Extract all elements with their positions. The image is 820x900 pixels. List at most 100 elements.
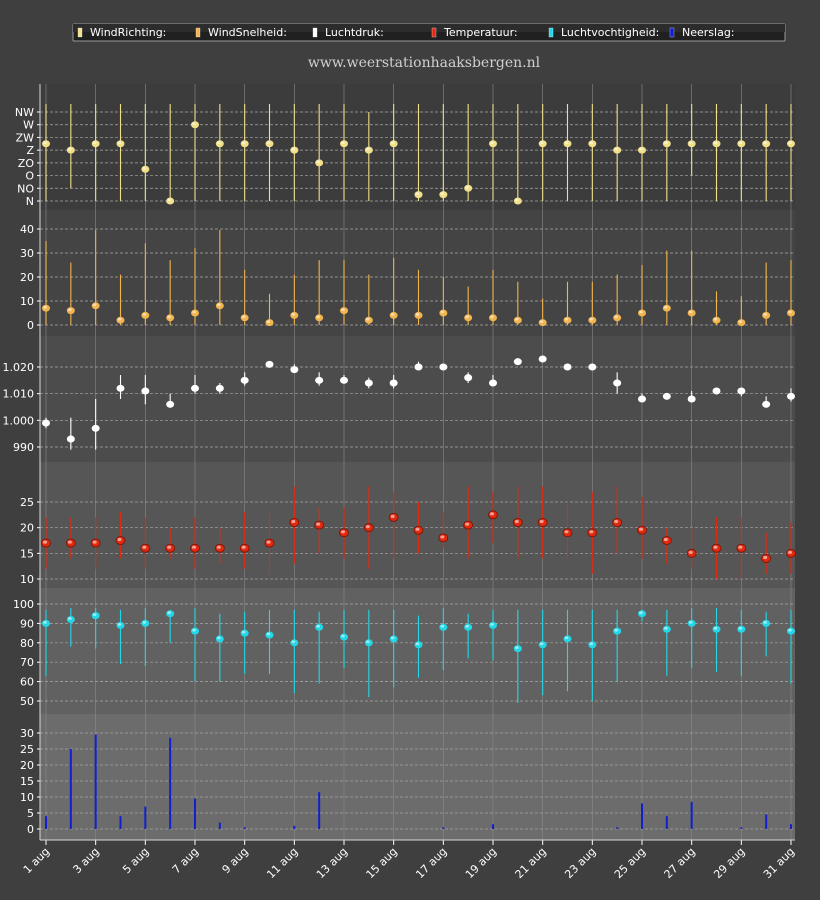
point-highlight [589,317,594,321]
point-highlight [241,141,246,145]
rain-bar [765,814,768,829]
point-highlight [366,640,370,644]
point-highlight [43,420,47,424]
legend-label: Temperatuur: [443,26,518,39]
point-highlight [191,545,197,549]
y-tick-label: 100 [13,598,34,611]
point-highlight [68,617,72,620]
y-tick-label: 30 [20,247,34,260]
point-highlight [415,192,420,196]
point-highlight [142,545,147,549]
rain-bar [119,816,122,829]
point-highlight [67,540,72,544]
point-highlight [316,160,320,164]
point-highlight [465,315,469,319]
point-highlight [192,310,196,314]
point-highlight [663,537,668,542]
point-highlight [266,141,271,145]
point-highlight [68,436,72,440]
point-highlight [216,545,221,549]
y-tick-label: 25 [20,743,34,756]
point-highlight [490,380,494,384]
point-highlight [167,611,171,615]
point-highlight [738,545,743,549]
point-highlight [217,141,221,145]
rain-bar [194,798,196,829]
point-highlight [92,425,97,429]
point-highlight [763,313,767,316]
point-highlight [763,621,767,624]
point-highlight [688,396,693,400]
point-highlight [390,141,395,145]
point-highlight [142,621,147,624]
legend-item-pressure: Luchtdruk: [312,26,384,39]
point-highlight [266,320,271,323]
rain-bar [144,806,147,829]
point-highlight [490,141,494,145]
point-highlight [316,522,321,526]
point-highlight [117,622,122,626]
rain-bar [690,801,693,829]
point-highlight [788,310,792,314]
panel-humidity: 50 60 70 80 90 100 [13,588,795,714]
y-tick-label: 20 [20,759,34,772]
point-highlight [142,166,147,170]
point-highlight [763,401,767,405]
y-tick-label: 10 [20,791,34,804]
point-highlight [664,393,668,397]
legend-box: WindRichting: WindSnelheid: Luchtdruk: Temp… [72,23,786,42]
legend-label: WindRichting: [90,26,166,39]
point-highlight [266,361,271,365]
point-highlight [241,630,246,634]
y-tick-label: 990 [13,441,34,454]
rain-bar [665,816,668,829]
point-highlight [365,525,370,529]
point-highlight [415,364,420,368]
point-highlight [564,364,569,368]
rain-bar [442,827,445,829]
rain-bar [318,792,321,829]
point-highlight [713,317,718,321]
y-tick-label: ZW [16,131,35,144]
point-highlight [688,141,693,145]
point-highlight [539,141,544,145]
point-highlight [241,545,246,549]
y-tick-label: 50 [20,695,34,708]
legend-item-humidity: Luchtvochtigheid: [548,26,659,39]
point-highlight [415,313,420,316]
point-highlight [664,141,668,145]
rain-bar [218,822,221,829]
point-highlight [738,626,743,630]
y-tick-label: 20 [20,522,34,535]
y-tick-label: 90 [20,617,34,630]
point-highlight [638,527,644,531]
point-highlight [92,540,97,544]
point-highlight [291,147,296,151]
point-highlight [664,305,668,309]
panel-windspeed: 0 10 20 30 40 [20,210,795,336]
panel-background [40,84,795,210]
y-tick-label: 0 [27,823,34,836]
y-tick-label: NW [15,106,34,119]
point-highlight [43,621,47,624]
point-highlight [713,545,718,549]
rain-bar [243,827,246,829]
rain-bar [293,825,296,829]
point-highlight [92,141,97,145]
point-highlight [738,388,743,392]
point-highlight [539,320,544,323]
legend-swatch [77,27,83,38]
point-highlight [415,527,420,531]
point-highlight [664,626,668,630]
point-highlight [43,141,47,145]
point-highlight [68,308,72,311]
legend-label: Luchtdruk: [325,26,384,39]
point-highlight [167,401,171,405]
panel-pressure: 990 1.000 1.010 1.020 [3,336,795,462]
point-highlight [390,636,395,640]
y-tick-label: 10 [20,573,34,586]
rain-bar [169,737,172,829]
point-highlight [788,628,792,632]
point-highlight [341,377,345,381]
